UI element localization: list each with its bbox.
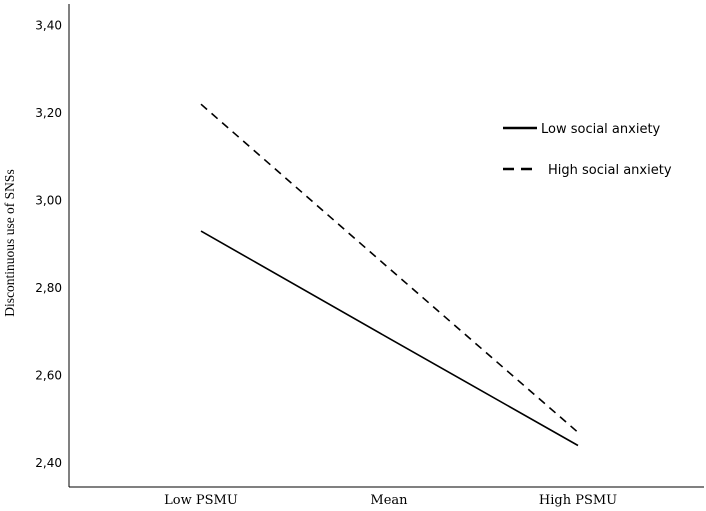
legend: Low social anxiety High social anxiety <box>503 122 672 178</box>
y-tick-label: 3,00 <box>35 194 62 208</box>
y-tick-label: 2,80 <box>35 281 62 295</box>
legend-label-low-social-anxiety: Low social anxiety <box>541 122 661 137</box>
series-layer <box>200 103 579 447</box>
y-tick-label: 3,20 <box>35 106 62 120</box>
series-line-high-social-anxiety <box>200 103 579 434</box>
x-tick-label: Mean <box>370 493 408 508</box>
y-tick-label: 2,40 <box>35 456 62 470</box>
series-line-low-social-anxiety <box>200 230 579 447</box>
legend-label-high-social-anxiety: High social anxiety <box>548 163 672 178</box>
x-tick-label: Low PSMU <box>164 493 238 508</box>
y-tick-label: 3,40 <box>35 19 62 33</box>
x-tick-label: High PSMU <box>539 493 617 508</box>
y-tick-labels: 2,40 2,60 2,80 3,00 3,20 3,40 <box>35 19 62 471</box>
y-tick-label: 2,60 <box>35 369 62 383</box>
x-tick-labels: Low PSMU Mean High PSMU <box>164 493 617 508</box>
y-axis-label: Discontinuous use of SNSs <box>2 169 17 316</box>
